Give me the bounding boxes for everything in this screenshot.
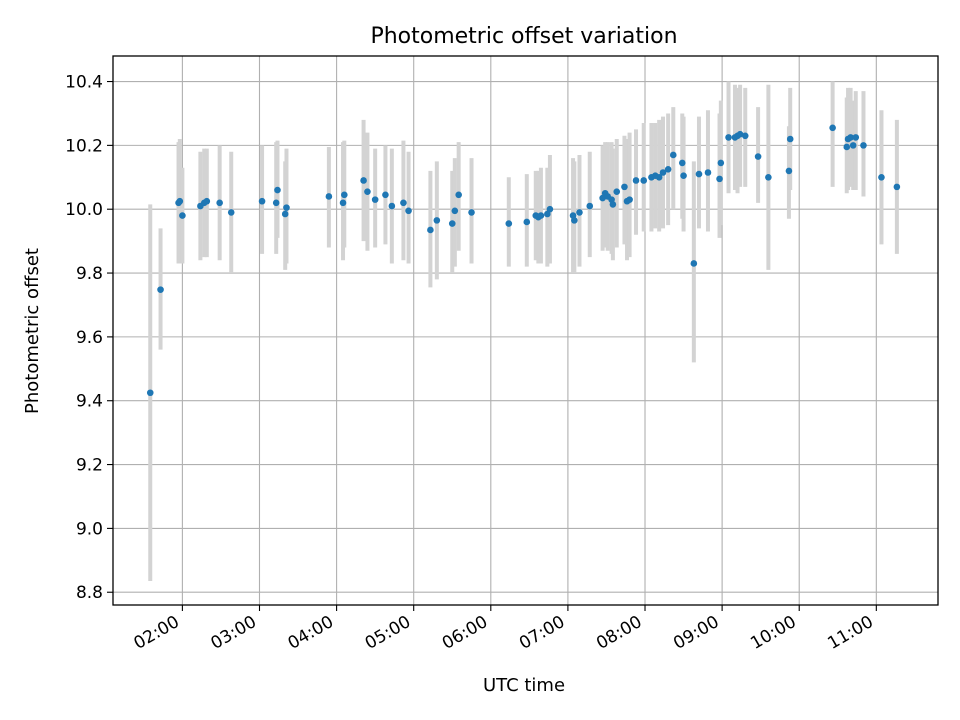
data-point (176, 197, 184, 205)
data-point (754, 153, 762, 160)
data-point (829, 124, 836, 132)
y-tick-label: 9.4 (76, 392, 103, 412)
data-point (632, 177, 640, 184)
y-tick-label: 9.2 (76, 456, 103, 476)
data-point (382, 191, 389, 199)
data-point (695, 170, 703, 178)
data-point (258, 197, 266, 205)
data-point (704, 169, 712, 176)
y-tick-label: 9.8 (76, 264, 103, 284)
data-point (736, 130, 744, 138)
data-point (468, 209, 475, 216)
y-tick-label: 10.2 (65, 136, 103, 156)
y-tick-label: 10.0 (65, 200, 103, 220)
data-point (179, 212, 186, 219)
data-point (455, 191, 462, 199)
data-point (451, 207, 459, 215)
data-point (576, 209, 583, 216)
data-point (433, 217, 441, 224)
data-point (843, 143, 851, 151)
data-point (546, 205, 554, 213)
data-point (146, 389, 154, 397)
data-point (400, 199, 407, 207)
data-point (626, 196, 633, 203)
data-point (281, 210, 289, 218)
data-point (505, 220, 513, 227)
data-point (537, 212, 545, 219)
data-point (157, 286, 164, 293)
data-point (741, 132, 749, 140)
y-tick-label: 9.0 (76, 519, 103, 539)
data-point (893, 183, 901, 191)
y-tick-label: 9.6 (76, 328, 103, 348)
data-point (785, 167, 793, 175)
y-axis-label: Photometric offset (22, 248, 43, 414)
data-points (146, 124, 901, 397)
data-point (664, 166, 672, 173)
data-point (586, 202, 594, 210)
data-point (655, 173, 663, 181)
data-point (388, 202, 396, 210)
x-axis-label: UTC time (483, 675, 565, 696)
data-point (216, 199, 223, 207)
data-point (427, 226, 434, 234)
plot-frame (112, 55, 939, 606)
data-point (669, 151, 677, 159)
data-point (852, 134, 860, 141)
data-point (272, 199, 280, 207)
data-point (274, 186, 281, 194)
data-point (613, 188, 621, 195)
data-point (621, 183, 628, 191)
data-point (878, 173, 885, 181)
data-point (678, 159, 686, 167)
data-point (571, 217, 578, 224)
data-point (640, 177, 648, 184)
data-point (849, 142, 857, 149)
data-point (725, 134, 732, 141)
data-point (716, 175, 723, 183)
data-point (609, 201, 617, 208)
data-point (523, 218, 531, 226)
data-point (325, 193, 333, 200)
data-point (860, 142, 867, 149)
data-point (283, 204, 290, 211)
data-point (360, 177, 367, 184)
data-point (371, 196, 379, 203)
data-point (765, 173, 772, 181)
data-point (448, 220, 456, 227)
data-point (847, 134, 854, 141)
data-point (690, 260, 698, 267)
y-axis-ticks: 8.8 9.0 9.2 9.4 9.6 9.8 10.0 10.2 10.4 (65, 73, 113, 603)
chart-title: Photometric offset variation (370, 24, 677, 49)
data-point (717, 159, 725, 167)
data-point (405, 207, 412, 215)
data-point (341, 191, 348, 199)
y-tick-label: 10.4 (65, 73, 103, 93)
data-point (786, 135, 794, 143)
y-tick-label: 8.8 (76, 583, 103, 603)
data-point (339, 199, 347, 207)
data-point (364, 188, 371, 195)
data-point (659, 169, 667, 176)
data-point (680, 172, 687, 179)
data-point (203, 197, 211, 205)
data-point (227, 209, 235, 216)
